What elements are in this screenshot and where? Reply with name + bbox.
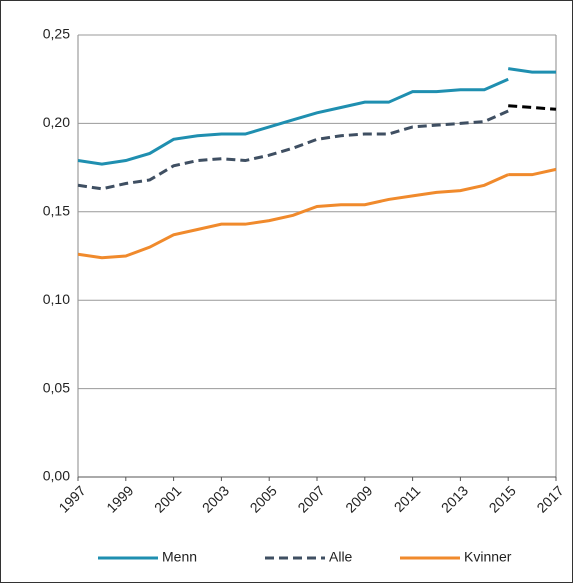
x-tick-label: 2009 [342,482,375,515]
x-tick-label: 1997 [55,482,88,515]
y-tick-label: 0,00 [43,468,70,484]
x-tick-label: 2003 [199,482,232,515]
x-tick-label: 2005 [247,482,280,515]
line [77,77,509,166]
line [77,109,509,191]
x-tick-label: 2011 [391,482,424,515]
x-tick-label: 1999 [103,482,136,515]
line [508,167,557,177]
x-tick-label: 2017 [533,482,566,515]
y-tick-label: 0,10 [43,291,70,307]
legend-label: Kvinner [464,549,512,565]
legend-label: Alle [329,549,353,565]
line [507,67,556,74]
x-tick-label: 2013 [438,482,471,515]
line [77,173,509,260]
y-tick-label: 0,15 [43,203,70,219]
y-tick-label: 0,20 [43,114,70,130]
y-tick-label: 0,25 [43,26,70,42]
x-tick-label: 2007 [294,482,327,515]
x-tick-label: 2001 [151,482,184,515]
x-tick-label: 2015 [486,482,519,515]
line [508,104,557,111]
legend-label: Menn [162,549,197,565]
y-tick-label: 0,05 [43,379,70,395]
